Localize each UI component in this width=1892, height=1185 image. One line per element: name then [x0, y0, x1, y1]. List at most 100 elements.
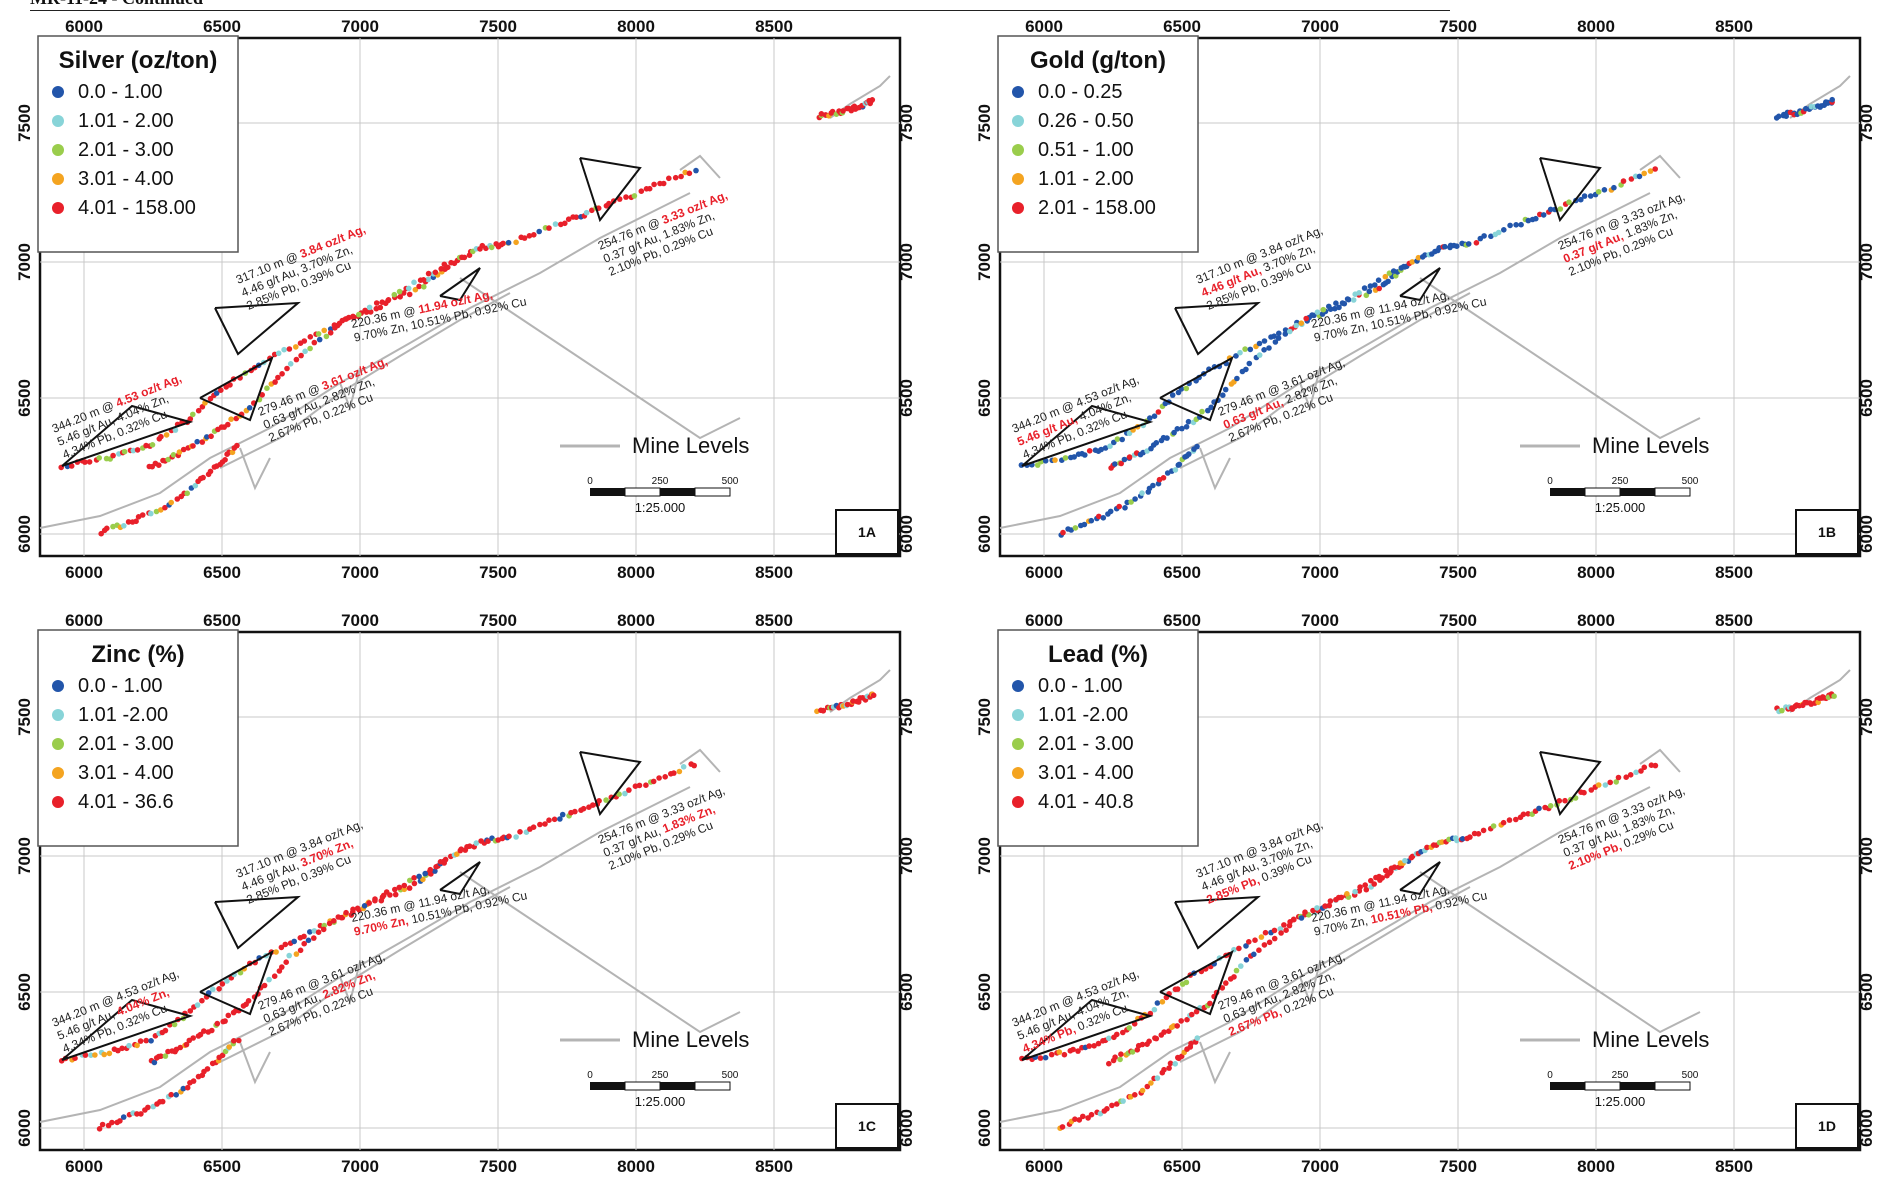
- assay-sample-point: [1097, 1110, 1104, 1117]
- assay-sample-point: [1602, 782, 1609, 788]
- y-tick-label-left: 7500: [975, 104, 994, 142]
- assay-sample-point: [405, 285, 412, 292]
- assay-sample-point: [361, 903, 368, 909]
- x-tick-label-bottom: 6500: [203, 1157, 241, 1176]
- assay-sample-point: [1344, 891, 1350, 897]
- assay-sample-point: [1480, 827, 1487, 834]
- mine-level-line: [999, 192, 1651, 529]
- y-tick-label-right: 6000: [1857, 515, 1876, 553]
- legend-item-label: 0.26 - 0.50: [1038, 110, 1134, 132]
- mine-level-line: [679, 154, 721, 179]
- assay-sample-point: [1278, 930, 1284, 936]
- assay-sample-point: [323, 333, 330, 340]
- assay-sample-point: [1242, 346, 1248, 352]
- assay-sample-point: [691, 762, 697, 769]
- scale-bar-segment: [1654, 1081, 1691, 1091]
- assay-sample-point: [1151, 1006, 1158, 1013]
- assay-sample-point: [1150, 482, 1156, 489]
- assay-sample-point: [513, 239, 519, 246]
- assay-sample-point: [98, 530, 104, 537]
- callout-leader: [1399, 861, 1441, 896]
- assay-sample-point: [1151, 413, 1158, 420]
- assay-sample-point: [1153, 1035, 1160, 1042]
- assay-sample-point: [412, 286, 419, 293]
- legend-item-label: 4.01 - 158.00: [78, 197, 196, 219]
- assay-sample-point: [1266, 939, 1273, 946]
- assay-sample-point: [1076, 1117, 1083, 1123]
- assay-sample-point: [1454, 243, 1460, 249]
- x-tick-label-bottom: 8500: [1715, 563, 1753, 582]
- assay-sample-point: [869, 97, 876, 103]
- legend-swatch-icon: [52, 680, 64, 692]
- assay-sample-point: [422, 870, 429, 877]
- y-tick-label-right: 7500: [897, 698, 916, 736]
- assay-sample-point: [1147, 415, 1153, 421]
- y-tick-label-left: 6500: [975, 379, 994, 417]
- header-title: MR-11-24 - Continued: [30, 0, 203, 8]
- assay-sample-point: [1112, 1054, 1118, 1060]
- assay-sample-point: [1176, 461, 1183, 468]
- assay-sample-point: [1262, 929, 1269, 936]
- assay-sample-point: [1107, 508, 1114, 515]
- assay-sample-point: [315, 929, 322, 935]
- x-tick-label-bottom: 7500: [1439, 563, 1477, 582]
- assay-sample-point: [1326, 902, 1333, 909]
- assay-sample-point: [372, 896, 378, 902]
- assay-sample-point: [1042, 458, 1049, 464]
- panel-id-label: 1D: [1818, 1118, 1836, 1134]
- assay-sample-point: [678, 173, 684, 180]
- assay-sample-point: [377, 304, 384, 311]
- mine-level-line: [1419, 277, 1701, 440]
- legend-swatch-icon: [1012, 796, 1024, 808]
- scale-bar-segment: [1584, 487, 1621, 497]
- assay-sample-point: [366, 304, 373, 311]
- y-tick-label-right: 6500: [897, 973, 916, 1011]
- assay-sample-point: [170, 452, 177, 458]
- assay-sample-point: [1155, 409, 1162, 415]
- assay-sample-point: [1072, 525, 1079, 531]
- assay-sample-point: [1234, 375, 1240, 382]
- y-tick-label-left: 7000: [975, 837, 994, 875]
- assay-sample-point: [165, 456, 171, 463]
- assay-sample-point: [298, 352, 304, 359]
- assay-sample-point: [656, 775, 662, 781]
- assay-sample-point: [201, 1028, 207, 1034]
- assay-sample-point: [671, 770, 677, 776]
- legend-item-label: 2.01 - 158.00: [1038, 197, 1156, 219]
- x-tick-label-bottom: 6000: [1025, 563, 1063, 582]
- assay-sample-point: [1159, 999, 1166, 1005]
- legend-swatch-icon: [52, 173, 64, 185]
- assay-sample-point: [401, 882, 408, 889]
- assay-sample-point: [396, 288, 403, 295]
- assay-sample-point: [438, 266, 445, 272]
- assay-sample-point: [379, 894, 386, 900]
- assay-sample-point: [1303, 315, 1309, 322]
- assay-sample-point: [168, 499, 174, 506]
- assay-sample-point: [213, 390, 220, 396]
- assay-sample-point: [158, 433, 164, 440]
- legend-swatch-icon: [1012, 767, 1024, 779]
- assay-sample-point: [225, 1012, 232, 1019]
- assay-sample-point: [1623, 774, 1629, 780]
- assay-sample-point: [1100, 515, 1107, 521]
- assay-sample-point: [1189, 1011, 1195, 1018]
- assay-sample-point: [350, 909, 356, 915]
- assay-sample-point: [134, 1111, 140, 1117]
- assay-sample-point: [311, 928, 318, 934]
- assay-sample-point: [321, 327, 328, 334]
- assay-sample-point: [1256, 947, 1262, 953]
- legend-item-label: 3.01 - 4.00: [1038, 762, 1134, 784]
- legend-title: Zinc (%): [91, 641, 184, 668]
- assay-sample-point: [279, 964, 285, 970]
- assay-sample-point: [82, 1052, 89, 1058]
- assay-sample-point: [454, 851, 460, 857]
- assay-sample-point: [307, 345, 313, 352]
- assay-sample-point: [1327, 898, 1334, 904]
- assay-sample-point: [121, 448, 128, 455]
- scale-bar: 0 250 500 1:25.000: [587, 476, 739, 515]
- assay-sample-point: [138, 1111, 144, 1117]
- assay-sample-point: [120, 1114, 127, 1120]
- assay-sample-point: [1271, 333, 1277, 340]
- scale-bar-tick-label: 250: [652, 1070, 669, 1081]
- assay-sample-point: [466, 843, 473, 849]
